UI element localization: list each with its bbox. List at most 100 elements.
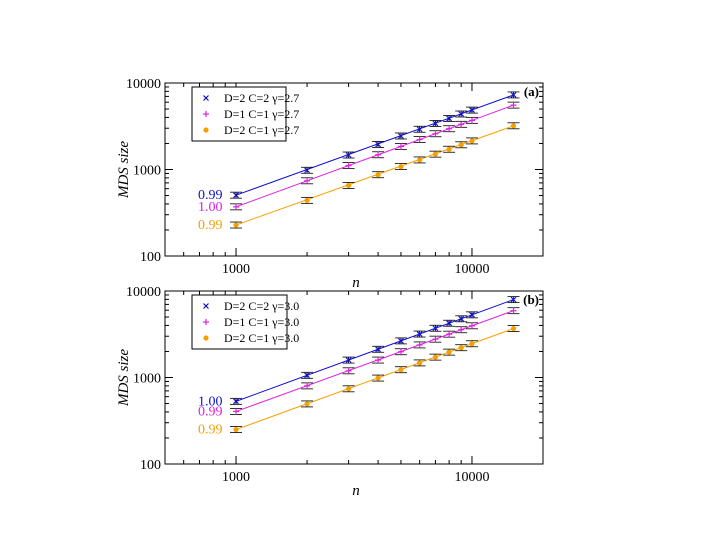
series-3: 0.99 xyxy=(198,122,520,233)
y-tick-label: 100 xyxy=(140,458,161,473)
legend-label: D=2 C=1 γ=2.7 xyxy=(224,123,299,137)
data-point xyxy=(304,177,311,184)
legend: D=2 C=2 γ=2.7 D=1 C=1 γ=2.7 D=2 C=1 γ=2.7 xyxy=(191,86,299,142)
data-point xyxy=(345,367,352,374)
legend-marker xyxy=(203,335,209,341)
data-point xyxy=(432,354,439,360)
legend-entry: D=2 C=1 γ=3.0 xyxy=(203,331,299,345)
data-point xyxy=(446,331,453,338)
data-point xyxy=(446,349,452,355)
legend-label: D=2 C=2 γ=3.0 xyxy=(224,299,299,313)
data-point xyxy=(510,123,517,129)
data-point xyxy=(398,367,404,373)
legend-entry: D=1 C=1 γ=3.0 xyxy=(203,315,299,329)
data-point xyxy=(458,121,465,128)
data-point xyxy=(446,125,453,132)
data-point xyxy=(398,133,404,139)
legend-entry: D=2 C=2 γ=3.0 xyxy=(203,299,299,313)
series-3: 0.99 xyxy=(198,325,520,438)
data-point xyxy=(233,192,239,199)
fit-line xyxy=(235,299,514,402)
data-point xyxy=(304,167,310,174)
data-point xyxy=(469,138,475,144)
data-point xyxy=(510,296,517,303)
data-point xyxy=(345,162,352,169)
fit-line xyxy=(235,328,514,431)
slope-label: 1.00 xyxy=(198,394,223,409)
x-axis-label: n xyxy=(352,483,360,499)
fit-line xyxy=(235,125,514,226)
data-point xyxy=(416,341,423,348)
x-tick-label: 1000 xyxy=(222,262,250,277)
y-tick-label: 1000 xyxy=(133,372,161,387)
fit-line xyxy=(235,94,514,196)
data-point xyxy=(446,320,453,327)
data-point xyxy=(510,92,517,98)
data-point xyxy=(510,325,517,332)
data-point xyxy=(233,222,239,228)
data-point xyxy=(417,360,423,366)
fit-line xyxy=(235,310,514,412)
data-point xyxy=(233,426,239,433)
data-point xyxy=(446,146,452,152)
series-1: 1.00 xyxy=(198,296,520,409)
data-point xyxy=(458,142,464,148)
data-point xyxy=(468,322,475,329)
data-point xyxy=(375,172,381,178)
data-point xyxy=(346,386,352,392)
y-axis-label: MDS size xyxy=(116,141,132,199)
legend-label: D=1 C=1 γ=2.7 xyxy=(224,107,299,121)
x-axis-label: n xyxy=(352,275,360,291)
data-point xyxy=(304,372,310,379)
data-point xyxy=(432,325,439,332)
data-point xyxy=(304,382,311,389)
data-point xyxy=(446,115,453,122)
data-point xyxy=(416,136,423,143)
data-point xyxy=(233,203,240,210)
data-point xyxy=(432,151,439,157)
legend-entry: D=2 C=1 γ=2.7 xyxy=(203,123,299,137)
data-point xyxy=(304,197,310,203)
data-point xyxy=(375,141,382,148)
data-point xyxy=(469,341,475,347)
slope-label: 1.00 xyxy=(198,200,223,215)
legend-label: D=2 C=1 γ=3.0 xyxy=(224,331,299,345)
legend-label: D=1 C=1 γ=3.0 xyxy=(224,315,299,329)
data-point xyxy=(510,307,517,314)
x-tick-label: 10000 xyxy=(454,470,489,485)
panel-label: (b) xyxy=(523,292,539,307)
data-point xyxy=(469,311,475,318)
data-point xyxy=(458,345,464,351)
data-point xyxy=(458,111,465,117)
data-point xyxy=(397,143,404,150)
x-tick-label: 10000 xyxy=(454,262,489,277)
data-point xyxy=(416,126,423,133)
series-2: 1.00 xyxy=(198,101,520,215)
series-2: 0.99 xyxy=(198,307,520,419)
data-point xyxy=(233,408,240,415)
data-point xyxy=(469,107,475,114)
data-point xyxy=(375,375,381,381)
data-point xyxy=(345,152,352,158)
data-point xyxy=(398,337,404,344)
data-point xyxy=(233,398,239,405)
data-point xyxy=(346,182,352,188)
data-point xyxy=(510,102,517,109)
y-tick-label: 1000 xyxy=(133,164,161,179)
legend-entry: D=2 C=2 γ=2.7 xyxy=(203,91,299,105)
slope-label: 0.99 xyxy=(198,423,223,438)
data-point xyxy=(375,346,382,353)
data-point xyxy=(375,357,382,364)
data-point xyxy=(432,336,439,343)
data-point xyxy=(417,157,423,163)
data-point xyxy=(458,326,465,333)
data-point xyxy=(416,331,423,337)
legend-label: D=2 C=2 γ=2.7 xyxy=(224,91,299,105)
y-axis-label: MDS size xyxy=(116,349,132,407)
data-point xyxy=(397,348,404,355)
data-point xyxy=(375,151,382,158)
slope-label: 0.99 xyxy=(198,404,223,419)
